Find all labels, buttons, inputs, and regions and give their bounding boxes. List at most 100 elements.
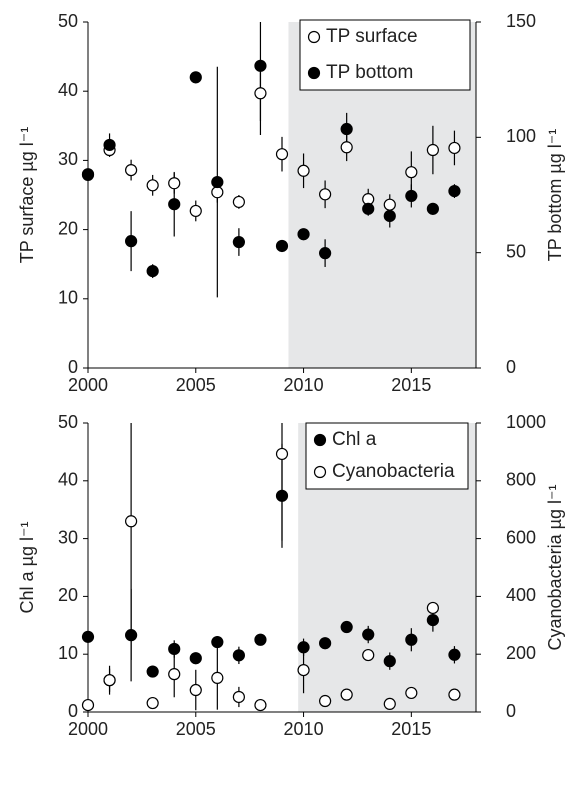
legend: Chl a Cyanobacteria [305, 422, 469, 490]
x-tick-label: 2010 [284, 375, 324, 395]
x-tick-label: 2005 [176, 375, 216, 395]
y-tick-label: 10 [58, 288, 78, 308]
data-point [254, 87, 267, 100]
data-point [297, 228, 310, 241]
y2-tick-label: 100 [506, 126, 536, 146]
data-point [254, 698, 267, 712]
data-point [275, 447, 289, 461]
y2-axis-title: TP bottom µg l⁻¹ [545, 129, 565, 262]
y2-tick-label: 400 [506, 585, 536, 605]
legend-marker [313, 433, 327, 447]
data-point [168, 642, 181, 656]
data-point [168, 177, 181, 190]
data-point [405, 189, 418, 203]
legend-label: Chl a [332, 429, 377, 450]
data-point [81, 630, 95, 643]
data-point [232, 195, 245, 209]
y2-tick-label: 50 [506, 241, 526, 261]
data-point [297, 641, 310, 654]
data-point [211, 186, 224, 199]
data-point [146, 665, 159, 678]
x-tick-label: 2000 [68, 375, 108, 395]
legend-box [299, 19, 471, 91]
data-point [405, 633, 418, 646]
legend-box [305, 422, 469, 490]
data-point [448, 184, 461, 198]
legend-label: TP bottom [326, 62, 413, 83]
data-point [189, 683, 202, 697]
data-point [275, 489, 289, 502]
data-point [426, 143, 439, 157]
data-point [103, 138, 116, 152]
data-point [340, 620, 353, 634]
data-point [362, 628, 375, 641]
data-point [297, 164, 310, 177]
legend-label: Cyanobacteria [332, 461, 455, 482]
data-point [448, 648, 461, 661]
data-point [340, 141, 353, 154]
data-point [146, 265, 159, 278]
data-point [383, 697, 396, 711]
data-point [448, 688, 461, 701]
y-tick-label: 20 [58, 585, 78, 605]
data-point [189, 71, 202, 84]
data-point [383, 655, 396, 668]
data-point [125, 235, 138, 248]
y2-tick-label: 200 [506, 643, 536, 663]
data-point [405, 686, 418, 700]
y-tick-label: 20 [58, 218, 78, 238]
x-tick-label: 2015 [391, 719, 431, 739]
y-tick-label: 50 [58, 11, 78, 31]
data-point [146, 179, 159, 192]
data-point [297, 663, 310, 677]
y-tick-label: 30 [58, 527, 78, 547]
data-point [232, 649, 245, 662]
data-point [168, 198, 181, 211]
y-tick-label: 0 [68, 701, 78, 721]
data-point [319, 637, 332, 650]
data-point [81, 168, 95, 182]
data-point [340, 688, 353, 701]
y-axis-title: TP surface µg l⁻¹ [17, 127, 37, 264]
data-point [211, 635, 224, 649]
legend-marker [313, 465, 327, 479]
data-point [426, 202, 439, 215]
x-tick-label: 2000 [68, 719, 108, 739]
data-point [362, 202, 375, 215]
data-point [125, 163, 138, 177]
data-point [146, 696, 159, 710]
y-tick-label: 40 [58, 80, 78, 100]
data-point [448, 141, 461, 155]
data-point [189, 652, 202, 665]
y2-axis-title: Cyanobacteria µg l⁻¹ [545, 485, 565, 651]
data-point [319, 247, 332, 260]
data-point [426, 613, 439, 627]
data-point [254, 633, 267, 646]
data-point [125, 515, 138, 528]
y-tick-label: 30 [58, 149, 78, 169]
legend: TP surface TP bottom [299, 19, 471, 91]
data-point [232, 235, 245, 249]
data-point [275, 239, 289, 253]
legend-marker [307, 66, 321, 80]
data-point [103, 674, 116, 687]
y-axis-title: Chl a µg l⁻¹ [17, 522, 37, 614]
data-point [426, 601, 439, 615]
data-point [254, 59, 267, 72]
legend-label: TP surface [326, 26, 418, 47]
x-tick-label: 2005 [176, 719, 216, 739]
data-point [340, 122, 353, 136]
data-point [362, 648, 375, 662]
y-tick-label: 0 [68, 357, 78, 377]
data-point [211, 175, 224, 189]
y2-tick-label: 1000 [506, 412, 546, 432]
data-point [405, 166, 418, 179]
data-point [81, 698, 95, 712]
data-point [319, 188, 332, 201]
data-point [211, 671, 224, 684]
data-point [125, 629, 138, 642]
y2-tick-label: 150 [506, 11, 536, 31]
y-tick-label: 40 [58, 470, 78, 490]
legend-marker [307, 30, 321, 44]
